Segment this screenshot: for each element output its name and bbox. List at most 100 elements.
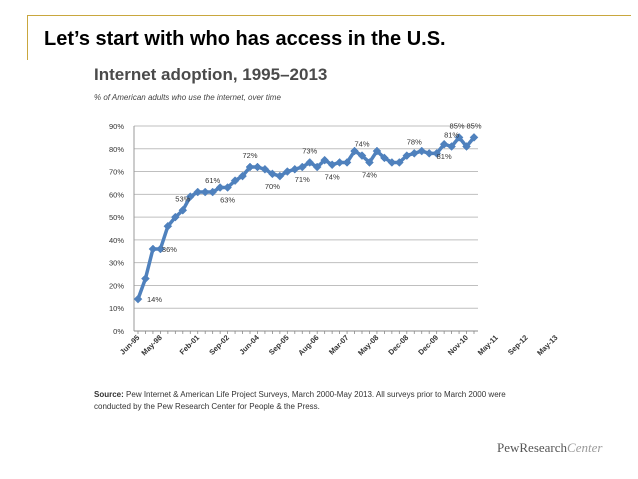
data-label: 53% — [175, 194, 190, 203]
y-tick-label: 10% — [109, 304, 124, 313]
data-point-marker — [387, 158, 397, 167]
data-label: 63% — [220, 196, 235, 205]
data-point-marker — [208, 187, 218, 197]
x-tick-label: Sep-12 — [506, 333, 530, 357]
x-tick-label: May-11 — [476, 333, 500, 357]
x-tick-label: Dec-08 — [386, 333, 410, 357]
data-point-marker — [394, 158, 404, 167]
gridlines — [134, 125, 478, 332]
data-labels: 14% 36% 53% 61% 63% 72% 70% 71% 73% 74% 74% 74% 78% 8… — [147, 121, 482, 304]
data-label: 71% — [295, 175, 310, 184]
data-point-marker — [178, 205, 188, 215]
left-accent-rule — [27, 15, 28, 60]
x-tick-label: Aug-06 — [296, 333, 320, 357]
source-text: Pew Internet & American Life Project Sur… — [94, 390, 506, 411]
data-label: 72% — [242, 151, 257, 160]
data-point-marker — [193, 187, 203, 197]
data-label: 14% — [147, 295, 162, 304]
x-tick-label: May-08 — [356, 333, 380, 357]
data-label: 81% — [444, 131, 459, 140]
data-point-marker — [238, 171, 247, 181]
x-tick-label: Jun-95 — [118, 333, 141, 356]
data-point-marker — [372, 146, 382, 156]
chart-subtitle: % of American adults who use the interne… — [94, 93, 281, 102]
data-point-marker — [230, 176, 240, 186]
data-point-marker — [223, 183, 232, 192]
data-point-marker — [439, 139, 449, 149]
data-point-marker — [335, 158, 344, 167]
y-tick-label: 20% — [109, 281, 124, 290]
source-prefix: Source: — [94, 390, 124, 399]
data-point-marker — [432, 148, 442, 158]
data-point-marker — [424, 148, 434, 158]
source-note: Source: Pew Internet & American Life Pro… — [94, 389, 524, 413]
data-point-marker — [148, 244, 158, 254]
data-point-marker — [268, 169, 277, 179]
x-tick-label: May-98 — [139, 333, 163, 357]
series — [133, 133, 479, 304]
x-tick-label: May-13 — [535, 333, 559, 357]
data-point-marker — [260, 164, 270, 174]
data-point-marker — [253, 162, 262, 172]
data-point-marker — [320, 155, 330, 165]
data-label: 36% — [162, 245, 177, 254]
y-tick-label: 60% — [109, 190, 124, 199]
x-tick-label: Jun-04 — [237, 332, 261, 356]
slide-title: Let’s start with who has access in the U… — [44, 28, 446, 50]
y-tick-label: 70% — [109, 168, 124, 177]
data-point-marker — [312, 162, 322, 172]
x-tick-label: Dec-09 — [416, 333, 440, 357]
data-point-marker — [462, 142, 471, 151]
data-point-marker — [380, 153, 389, 163]
y-tick-label: 0% — [113, 327, 124, 336]
data-label: 74% — [325, 173, 340, 182]
data-label: 70% — [265, 182, 280, 191]
x-tick-label: Mar-07 — [327, 333, 350, 356]
data-point-marker — [290, 164, 300, 174]
data-label: 78% — [407, 137, 422, 146]
y-tick-label: 30% — [109, 259, 124, 268]
data-point-marker — [350, 146, 359, 156]
series-line — [136, 135, 476, 300]
data-point-marker — [417, 146, 427, 156]
x-tick-label: Sep-02 — [207, 333, 231, 357]
logo-part2: Center — [567, 440, 603, 455]
data-point-marker — [282, 167, 292, 176]
data-point-marker — [409, 148, 419, 158]
data-label: 73% — [302, 146, 317, 155]
data-point-marker — [133, 294, 143, 304]
data-point-marker — [447, 142, 456, 151]
top-accent-rule — [27, 15, 631, 16]
data-point-marker — [215, 183, 225, 192]
y-tick-label: 90% — [109, 122, 124, 131]
data-point-marker — [305, 158, 315, 167]
y-tick-label: 40% — [109, 236, 124, 245]
logo-part1: PewResearch — [497, 440, 568, 455]
data-point-marker — [141, 274, 150, 283]
data-point-marker — [156, 244, 165, 254]
data-point-marker — [275, 171, 285, 181]
x-tick-label: Sep-05 — [267, 333, 291, 357]
y-tick-label: 50% — [109, 213, 124, 222]
data-label: 81% — [437, 152, 452, 161]
data-point-marker — [200, 187, 210, 197]
data-point-marker — [402, 151, 412, 160]
x-tick-label: Nov-10 — [446, 333, 470, 357]
data-label: 74% — [362, 170, 377, 179]
data-point-marker — [342, 158, 352, 167]
data-point-marker — [185, 192, 195, 201]
data-point-marker — [454, 133, 464, 142]
data-label: 85% — [466, 121, 481, 130]
data-point-marker — [327, 160, 337, 170]
data-point-marker — [469, 133, 479, 142]
x-tick-label: Feb-01 — [178, 333, 201, 356]
pew-research-logo: PewResearchCenter — [497, 440, 602, 456]
data-label: 61% — [205, 176, 220, 185]
data-point-marker — [163, 221, 173, 231]
data-label: 85% — [450, 121, 465, 130]
data-point-marker — [297, 162, 307, 172]
data-point-marker — [365, 158, 374, 167]
data-point-marker — [357, 151, 367, 160]
chart-title: Internet adoption, 1995–2013 — [94, 65, 328, 84]
